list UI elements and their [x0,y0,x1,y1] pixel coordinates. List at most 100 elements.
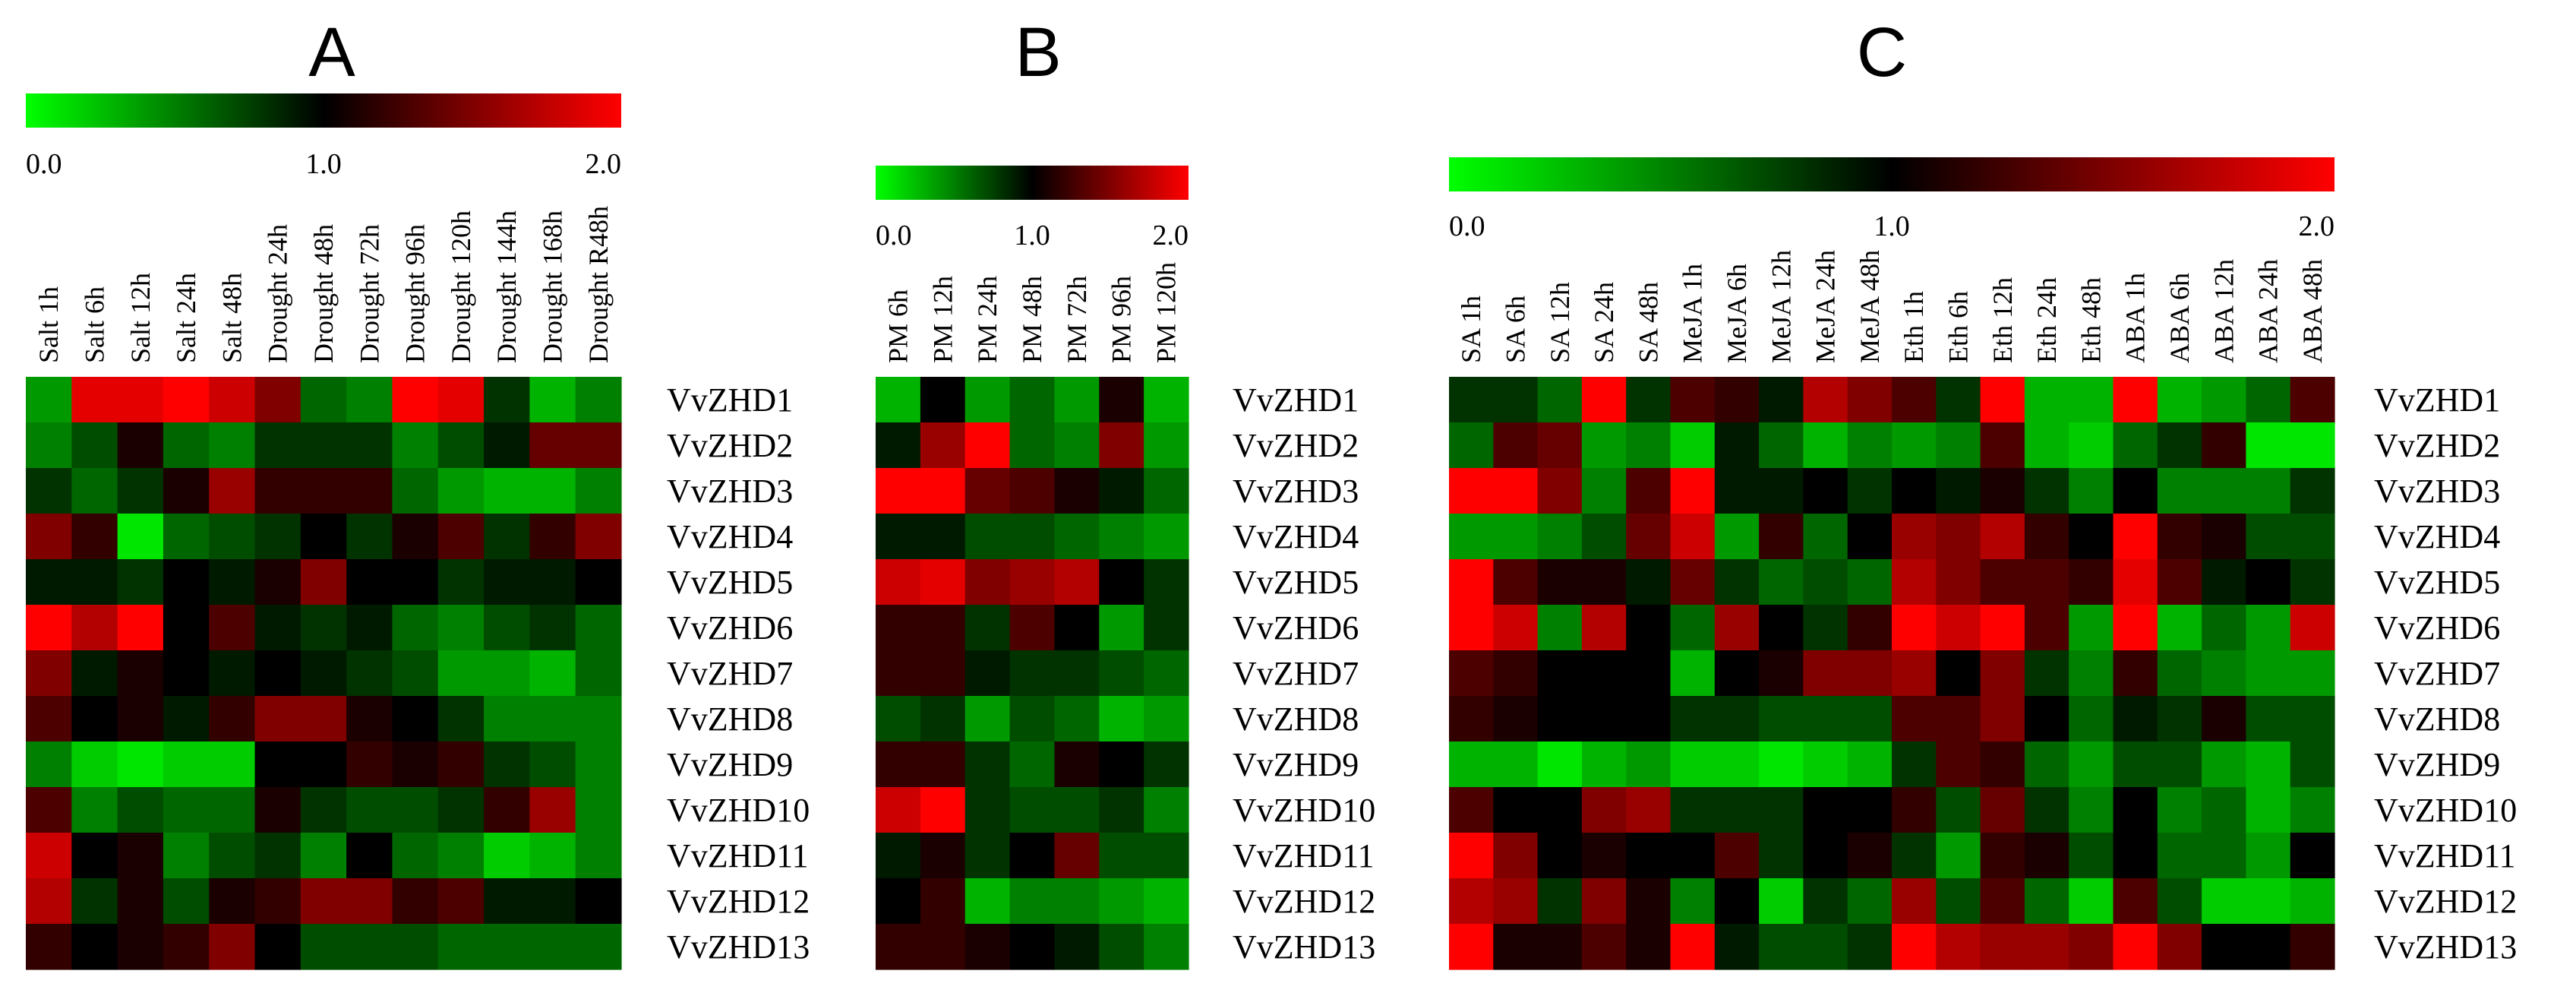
panel-a-cell [71,422,118,469]
panel-c-cell [1626,696,1672,742]
panel-a-cell [26,924,72,970]
panel-b-cell [1144,650,1189,697]
panel-c-row-label: VvZHD8 [2374,700,2500,738]
panel-a-cell [71,605,118,651]
panel-c-column-label: ABA 1h [2120,273,2151,363]
panel-a-row-label: VvZHD5 [667,564,793,601]
panel-a-cell [117,924,164,970]
panel-c-cell [1980,833,2025,879]
panel-b-row-label: VvZHD6 [1233,609,1359,647]
panel-a-column-label: Salt 48h [216,273,247,363]
panel-a-cell [484,924,530,970]
panel-c-cell [1714,422,1760,469]
panel-c-cell [1449,924,1494,970]
panel-c-cell [1759,833,1804,879]
panel-a-cell [117,741,164,788]
panel-a-row-label: VvZHD1 [667,381,793,419]
panel-c-column-label: Eth 48h [2076,277,2106,363]
panel-b-cell [876,650,921,697]
panel-c-cell [2157,559,2202,606]
panel-c-cell [1803,559,1848,606]
panel-c-cell [1892,787,1937,833]
panel-c-cell [1537,833,1583,879]
panel-a-cell [392,468,439,514]
panel-c-cell [2290,878,2335,925]
panel-a-cell [26,741,72,788]
panel-c-cell [1670,468,1716,514]
panel-b-cell [1099,559,1144,606]
panel-a-cell [300,878,347,925]
panel-a-cell [529,741,576,788]
panel-c-cell [2202,377,2246,423]
panel-b-cell [1054,696,1100,742]
panel-b-cell [1099,696,1144,742]
panel-c-cell [2113,605,2158,651]
panel-a-cell [575,924,622,970]
panel-b-cell [920,605,966,651]
panel-c-cell [1670,878,1716,925]
panel-c-cell [1892,924,1937,970]
panel-c-cell [1493,787,1539,833]
panel-c-cell [1980,741,2025,788]
panel-a-cell [300,377,347,423]
panel-a-cell [254,514,301,560]
panel-c-cell [2157,650,2202,697]
panel-b-cell [1099,650,1144,697]
panel-c-row-label: VvZHD4 [2374,518,2500,555]
panel-b-cell [1099,377,1144,423]
panel-b-cell [1009,696,1056,742]
panel-a-cell [26,696,72,742]
panel-a-cell [529,833,576,879]
panel-a-cell [484,514,530,560]
panel-c-cell [1626,878,1672,925]
panel-c-cell [2069,514,2114,560]
panel-c-cell [1936,833,1981,879]
panel-c-cell [1980,650,2025,697]
panel-a-cell [117,787,164,833]
panel-a-cell [437,741,485,788]
panel-c-cell [2069,468,2114,514]
panel-c-cell [1493,924,1539,970]
panel-b-cell [964,696,1011,742]
panel-c-cell [1670,924,1716,970]
panel-b-cell [920,833,966,879]
panel-a-column-label: Drought R48h [583,206,614,363]
panel-c-column-label: ABA 24h [2253,259,2284,363]
panel-b-cell [1009,833,1056,879]
panel-a-cell [209,696,256,742]
panel-c-cell [2069,696,2114,742]
panel-c-cell [1980,878,2025,925]
panel-c-cell [2246,924,2291,970]
panel-c-cell [1714,468,1760,514]
panel-c-cell [1847,787,1893,833]
panel-c-cell [1449,468,1494,514]
panel-c-cell [1847,468,1893,514]
panel-c-column-label: Eth 12h [1987,277,2018,363]
panel-b-cell [1054,741,1100,788]
panel-c-cell [2113,377,2158,423]
panel-c-cell [1936,924,1981,970]
panel-b-cell [876,924,921,970]
panel-a-cell [437,422,485,469]
panel-c-cell [1581,878,1627,925]
panel-c-colorbar [1449,157,2334,191]
panel-a-cell [300,650,347,697]
panel-c-cell [1759,514,1804,560]
panel-c-cell [1892,878,1937,925]
panel-b-cell [920,924,966,970]
panel-b-cell [1144,468,1189,514]
panel-c-column-label: SA 48h [1633,282,1663,363]
panel-c-cell [1449,833,1494,879]
panel-b-cell [1144,696,1189,742]
panel-a-column-label: Drought 120h [446,210,476,363]
panel-c-cell [1980,696,2025,742]
panel-c-cell [1892,650,1937,697]
panel-c-cell [1847,833,1893,879]
panel-a-cell [71,559,118,606]
panel-b-row-label: VvZHD2 [1233,427,1359,464]
panel-a-cell [254,787,301,833]
panel-a-row-label: VvZHD12 [667,883,810,920]
panel-a-row-label: VvZHD9 [667,746,793,783]
panel-a-colorbar-tick: 1.0 [305,148,342,180]
panel-a-cell [209,605,256,651]
